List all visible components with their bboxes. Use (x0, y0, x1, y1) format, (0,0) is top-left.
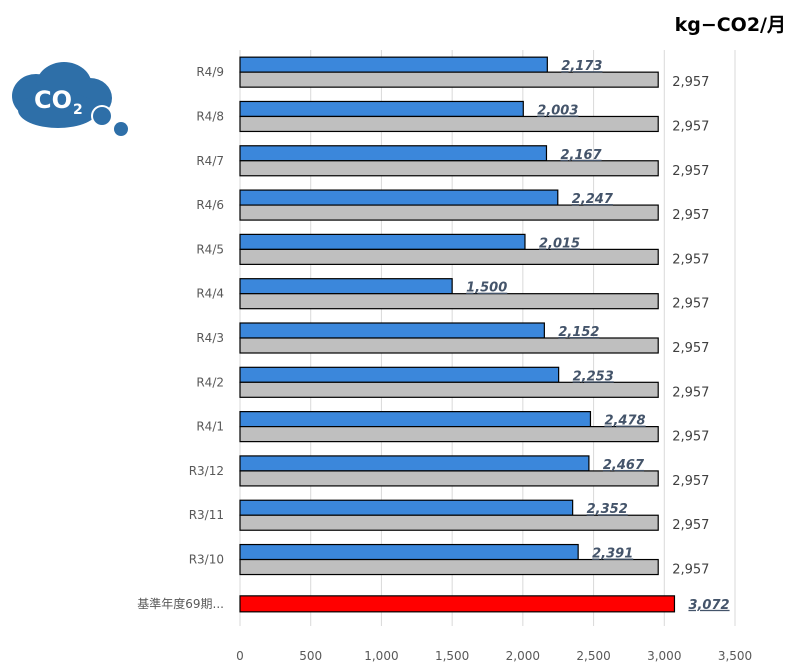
bar-reference (239, 293, 659, 310)
bar-reference (239, 558, 659, 576)
bar-monthly (239, 455, 590, 472)
data-label: 2,253 (573, 369, 614, 384)
category-label: R4/9 (196, 65, 224, 79)
category-label: R3/10 (189, 553, 224, 567)
category-label: 基準年度69期... (137, 596, 224, 611)
x-tick-label: 1,000 (364, 649, 398, 663)
data-label: 2,957 (672, 164, 709, 179)
bar-monthly (239, 322, 545, 339)
bar-reference (239, 248, 659, 265)
co2-cloud-icon: CO 2 (12, 62, 128, 136)
category-label: R4/3 (196, 331, 224, 345)
data-label: 2,957 (672, 341, 709, 356)
bars (239, 56, 676, 613)
data-label: 2,957 (672, 119, 709, 134)
unit-label: kg−CO2/月 (674, 14, 786, 36)
category-label: R3/12 (189, 464, 224, 478)
x-tick-label: 2,000 (506, 649, 540, 663)
bar-reference (239, 381, 659, 398)
bar-monthly (239, 543, 579, 561)
x-tick-labels: 0 500 1,000 1,500 2,000 2,500 3,000 3,500 (236, 649, 752, 663)
bar-reference (239, 470, 659, 487)
data-label: 2,478 (604, 414, 645, 429)
bar-monthly (239, 189, 559, 206)
data-label: 2,957 (672, 563, 709, 578)
category-label: R4/4 (196, 287, 224, 301)
data-label: 2,957 (672, 385, 709, 400)
data-label: 2,957 (672, 252, 709, 267)
data-label: 2,173 (561, 59, 602, 74)
category-label: R4/7 (196, 154, 224, 168)
data-label: 2,391 (592, 547, 633, 562)
category-label: R4/8 (196, 109, 224, 123)
x-tick-label: 0 (236, 649, 244, 663)
category-label: R4/5 (196, 242, 224, 256)
bar-reference (239, 337, 659, 354)
x-tick-label: 3,500 (718, 649, 752, 663)
bar-monthly (239, 233, 526, 250)
bar-monthly (239, 411, 592, 428)
bar-baseline (239, 595, 676, 613)
data-label: 2,957 (672, 430, 709, 445)
bar-reference (239, 115, 659, 133)
co2-logo-text: CO (34, 86, 72, 114)
category-label: R3/11 (189, 508, 224, 522)
x-tick-label: 2,500 (576, 649, 610, 663)
bar-monthly (239, 145, 548, 162)
bar-reference (239, 426, 659, 443)
bar-reference (239, 514, 659, 531)
category-labels: R4/9 R4/8 R4/7 R4/6 R4/5 R4/4 R4/3 R4/2 R4/1 R3/1… (137, 65, 224, 611)
data-label: 2,247 (572, 192, 614, 207)
data-label: 3,072 (688, 598, 729, 613)
x-tick-label: 3,000 (647, 649, 681, 663)
data-label: 2,957 (672, 208, 709, 223)
bar-reference (239, 204, 659, 221)
data-label: 2,167 (560, 148, 602, 163)
x-tick-label: 500 (299, 649, 322, 663)
bar-reference (239, 160, 659, 177)
bar-monthly (239, 100, 524, 118)
data-label: 2,957 (672, 297, 709, 312)
data-label: 2,003 (537, 103, 578, 118)
data-label: 2,352 (587, 502, 628, 517)
value-labels: 2,173 2,957 2,003 2,957 2,167 2,957 2,247 2,957… (466, 59, 729, 613)
data-label: 2,957 (672, 518, 709, 533)
data-label: 2,015 (539, 236, 580, 251)
data-label: 2,467 (603, 458, 645, 473)
data-label: 1,500 (466, 281, 507, 296)
data-label: 2,152 (558, 325, 599, 340)
category-label: R4/1 (196, 420, 224, 434)
co2-logo-subscript: 2 (73, 102, 83, 118)
category-label: R4/2 (196, 375, 224, 389)
bar-monthly (239, 366, 560, 383)
data-label: 2,957 (672, 474, 709, 489)
bar-monthly (239, 499, 574, 516)
category-label: R4/6 (196, 198, 224, 212)
bar-reference (239, 71, 659, 88)
data-label: 2,957 (672, 75, 709, 90)
bar-monthly (239, 56, 548, 73)
x-tick-label: 1,500 (435, 649, 469, 663)
bar-monthly (239, 278, 453, 295)
